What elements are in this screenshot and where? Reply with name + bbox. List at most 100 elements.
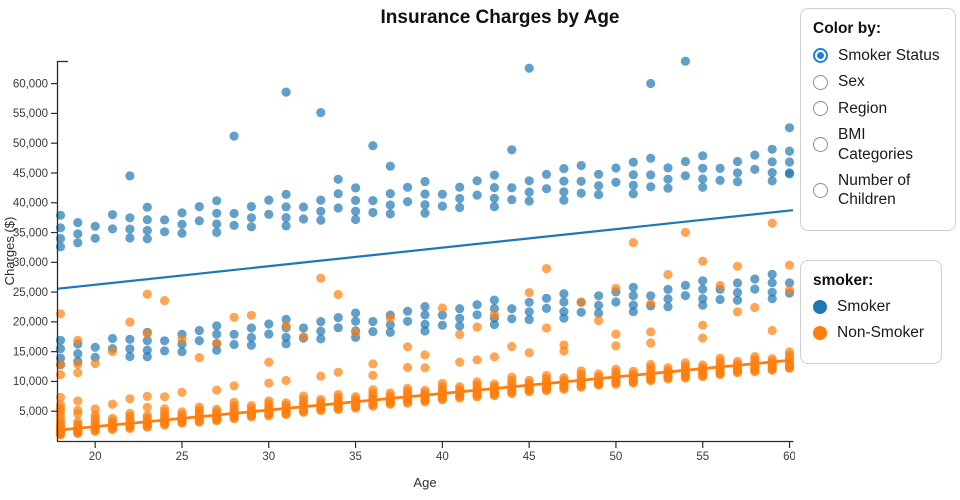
legend-item-smoker: Smoker [813,298,929,316]
data-point [160,346,170,356]
data-point [420,302,430,312]
data-point [663,284,673,294]
data-point [333,189,343,199]
data-point [246,201,256,212]
data-point [142,289,152,299]
data-point [420,350,430,360]
radio-sex[interactable]: Sex [813,72,943,91]
data-point [55,309,66,319]
data-point [403,316,413,326]
data-point [177,208,187,218]
data-point [420,319,430,329]
color-by-title: Color by: [813,20,882,37]
svg-text:40,000: 40,000 [13,198,48,210]
data-point [316,215,326,225]
radio-icon[interactable] [813,100,828,116]
data-point [611,177,621,187]
legend-label: Non-Smoker [837,323,924,341]
data-point [628,307,638,317]
data-point [107,210,118,220]
data-point [55,400,66,410]
data-point [142,391,152,401]
data-point [628,366,638,376]
radio-number-of-children[interactable]: Number of Children [813,171,943,210]
data-point [125,233,135,243]
data-point [663,372,673,382]
data-point [507,145,517,155]
radio-icon[interactable] [813,182,828,198]
data-point [437,378,447,388]
data-point [281,332,291,342]
data-point [489,295,499,305]
data-point [385,320,395,330]
data-point [194,402,204,412]
data-point [55,242,66,252]
svg-text:60: 60 [783,451,795,463]
data-point [524,315,534,325]
data-point [385,209,395,219]
data-point [628,300,638,310]
data-point [351,206,361,216]
data-point [455,193,465,204]
data-point [628,291,638,301]
data-point [576,176,586,186]
data-point [385,200,395,210]
data-point [767,269,777,279]
data-point [750,274,760,284]
radio-icon[interactable] [813,137,828,152]
data-point [142,329,152,339]
data-point [420,208,430,218]
data-point [611,329,621,339]
data-point [368,316,378,327]
radio-smoker-status[interactable]: Smoker Status [813,46,943,65]
data-point [229,312,239,322]
data-point [732,261,743,271]
data-point [750,302,760,313]
data-point [611,364,621,374]
radio-icon[interactable] [813,74,828,90]
data-point [246,401,256,411]
data-point [177,347,187,357]
data-point [489,202,499,212]
data-point [246,340,256,350]
data-point [142,345,152,355]
data-point [732,307,743,317]
radio-bmi-categories[interactable]: BMI Categories [813,125,943,164]
data-point [125,394,135,404]
data-point [680,156,691,167]
data-point [125,334,135,344]
data-point [351,316,361,326]
data-point [455,313,465,323]
data-point [73,218,83,228]
data-point [385,189,395,199]
svg-text:55: 55 [696,451,709,463]
data-point [403,197,413,207]
data-point [212,338,222,348]
data-point [698,320,708,330]
data-point [750,164,760,174]
data-point [333,203,343,213]
data-point [316,206,326,216]
data-point [594,369,604,379]
data-point [142,202,152,212]
data-point [524,375,534,385]
radio-label: Region [838,99,888,117]
data-point [732,168,743,178]
data-point [732,156,743,167]
data-point [559,195,569,205]
data-point [212,196,222,206]
data-point [559,289,569,299]
radio-region[interactable]: Region [813,99,943,118]
data-point [73,229,83,239]
data-point [646,291,656,301]
data-point [663,294,673,304]
data-point [646,299,656,309]
data-point [281,398,291,408]
data-point [784,260,795,270]
data-point [316,326,326,336]
scatter-plot[interactable]: 5,000 10,000 15,000 20,000 25,000 30,000 35,00… [0,0,795,500]
data-point [333,313,343,323]
data-point [472,300,482,310]
radio-icon[interactable] [813,48,828,64]
data-point [541,169,552,179]
